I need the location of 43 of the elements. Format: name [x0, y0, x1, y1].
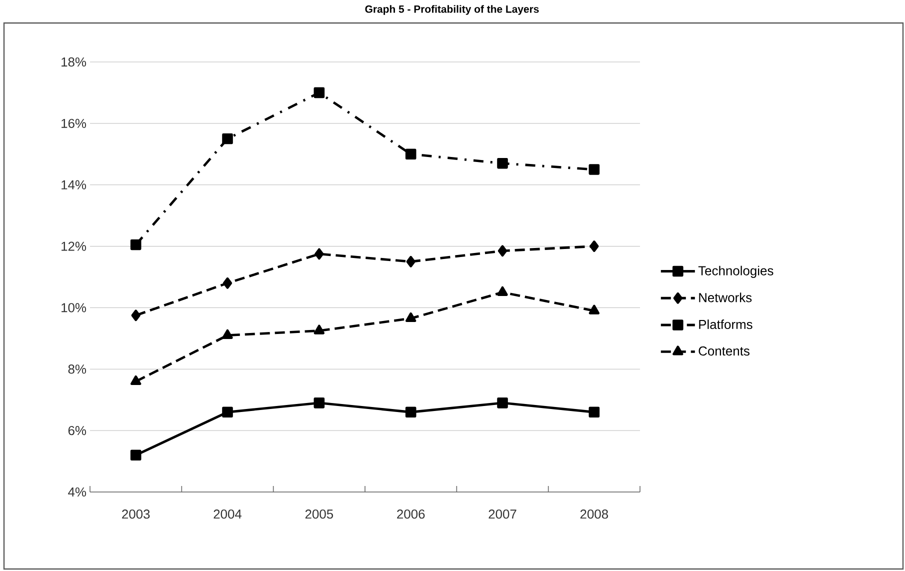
y-tick-label: 10% [62, 303, 86, 312]
point [405, 406, 416, 418]
point [314, 87, 325, 98]
point [314, 324, 325, 334]
point [130, 239, 142, 250]
point [222, 329, 233, 339]
point [314, 398, 325, 408]
point [405, 312, 416, 322]
x-tick-label: 2008 [580, 510, 608, 519]
point [588, 304, 600, 314]
point [222, 133, 233, 144]
point [497, 398, 508, 408]
point [130, 450, 142, 461]
chart-title: Graph 5 - Profitability of the Layers [365, 5, 539, 15]
point [590, 240, 599, 252]
point [222, 406, 233, 418]
point [405, 148, 416, 160]
point [314, 248, 324, 260]
x-tick-label: 2003 [122, 510, 150, 519]
legend-label: Platforms [699, 320, 752, 330]
point [497, 286, 508, 296]
x-tick-label: 2007 [488, 510, 516, 519]
legend-label: Networks [699, 292, 752, 302]
point [588, 164, 600, 175]
point [406, 256, 416, 268]
point [588, 406, 600, 418]
y-tick-label: 16% [62, 118, 86, 128]
x-tick-label: 2006 [397, 510, 425, 519]
x-tick-label: 2005 [305, 510, 334, 519]
point [131, 310, 140, 322]
y-tick-label: 8% [68, 364, 86, 374]
y-tick-label: 18% [62, 57, 86, 67]
point [130, 375, 142, 386]
legend-label: Technologies [698, 266, 774, 278]
x-tick-label: 2004 [214, 510, 242, 519]
y-tick-label: 14% [62, 180, 86, 190]
y-tick-label: 12% [62, 242, 86, 251]
point [498, 245, 508, 257]
y-tick-label: 6% [68, 426, 86, 436]
legend-label: Contents [698, 346, 750, 356]
y-tick-label: 4% [68, 487, 86, 497]
point [222, 277, 232, 289]
point [497, 158, 508, 169]
